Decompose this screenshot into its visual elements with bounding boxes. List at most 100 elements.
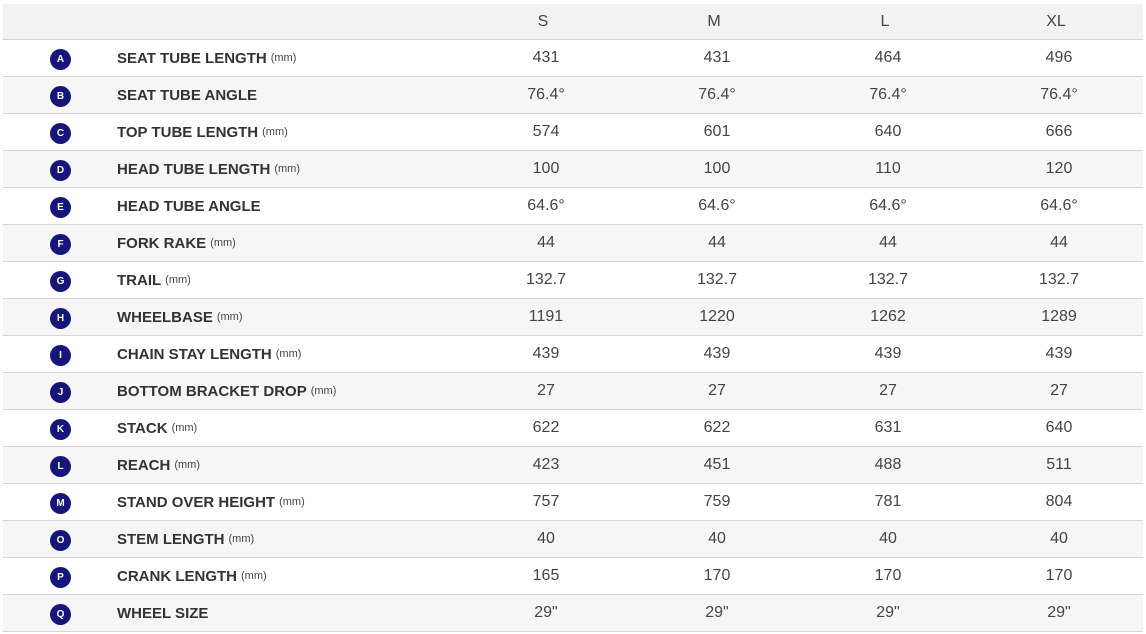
row-name-cell: STEM LENGTH (mm) [117, 521, 254, 557]
value: 165 [532, 567, 560, 584]
row-name: HEAD TUBE ANGLE [117, 197, 261, 215]
letter-badge: K [50, 419, 71, 440]
value: 76.4° [698, 86, 736, 103]
value-cell: 132.7 [657, 262, 777, 298]
value: 511 [1046, 456, 1072, 473]
value-cell: 488 [828, 447, 948, 483]
row-name: WHEEL SIZE [117, 604, 209, 622]
letter-badge: C [50, 123, 71, 144]
value-cell: 76.4° [999, 77, 1119, 113]
table-row: D HEAD TUBE LENGTH (mm) 100 100 110 120 [3, 151, 1143, 188]
row-letter: F [57, 239, 64, 250]
table-row: J BOTTOM BRACKET DROP (mm) 27 27 27 27 [3, 373, 1143, 410]
value: 40 [537, 530, 555, 547]
row-unit: (mm) [270, 52, 297, 64]
value: 44 [708, 234, 726, 251]
table-row: I CHAIN STAY LENGTH (mm) 439 439 439 439 [3, 336, 1143, 373]
value: 29" [876, 604, 900, 621]
value-cell: 165 [486, 558, 606, 594]
letter-badge: Q [50, 604, 71, 625]
row-name: STAND OVER HEIGHT [117, 493, 276, 511]
value-cell: 640 [999, 410, 1119, 446]
value: 76.4° [527, 86, 565, 103]
value: 40 [708, 530, 726, 547]
value: 132.7 [696, 271, 738, 288]
letter-badge: I [50, 345, 71, 366]
value: 29" [1047, 604, 1071, 621]
row-name-cell: TOP TUBE LENGTH (mm) [117, 114, 288, 150]
table-row: B SEAT TUBE ANGLE 76.4° 76.4° 76.4° 76.4° [3, 77, 1143, 114]
table-row: H WHEELBASE (mm) 1191 1220 1262 1289 [3, 299, 1143, 336]
value: 439 [1045, 345, 1073, 362]
value-cell: 40 [828, 521, 948, 557]
letter-badge: D [50, 160, 71, 181]
row-unit: (mm) [228, 533, 255, 545]
row-name-cell: STACK (mm) [117, 410, 197, 446]
value-cell: 44 [657, 225, 777, 261]
value: 132.7 [1038, 271, 1080, 288]
row-letter: L [57, 461, 64, 472]
value: 423 [532, 456, 560, 473]
table-row: K STACK (mm) 622 622 631 640 [3, 410, 1143, 447]
value: 170 [703, 567, 731, 584]
value: 27 [1050, 382, 1068, 399]
size-label: S [537, 12, 549, 30]
value-cell: 29" [657, 595, 777, 631]
value: 64.6° [1040, 197, 1078, 214]
value: 29" [534, 604, 558, 621]
row-letter: K [56, 424, 65, 435]
value-cell: 757 [486, 484, 606, 520]
row-name: REACH [117, 456, 171, 474]
row-name: STACK [117, 419, 168, 437]
value: 110 [875, 160, 901, 177]
row-name: SEAT TUBE LENGTH [117, 49, 267, 67]
letter-badge: G [50, 271, 71, 292]
row-name-cell: SEAT TUBE ANGLE [117, 77, 257, 113]
table-row: M STAND OVER HEIGHT (mm) 757 759 781 804 [3, 484, 1143, 521]
table-row: F FORK RAKE (mm) 44 44 44 44 [3, 225, 1143, 262]
value: 27 [879, 382, 897, 399]
value: 1262 [870, 308, 906, 325]
value: 622 [703, 419, 731, 436]
value: 439 [874, 345, 902, 362]
letter-badge: P [50, 567, 71, 588]
value-cell: 44 [486, 225, 606, 261]
value: 44 [537, 234, 555, 251]
value-cell: 423 [486, 447, 606, 483]
value: 170 [874, 567, 902, 584]
row-name-cell: BOTTOM BRACKET DROP (mm) [117, 373, 336, 409]
table-row: O STEM LENGTH (mm) 40 40 40 40 [3, 521, 1143, 558]
value: 781 [874, 493, 902, 510]
value-cell: 27 [828, 373, 948, 409]
row-letter: D [56, 165, 65, 176]
value-cell: 496 [999, 40, 1119, 76]
value-cell: 40 [486, 521, 606, 557]
row-name-cell: FORK RAKE (mm) [117, 225, 236, 261]
value-cell: 666 [999, 114, 1119, 150]
value: 804 [1045, 493, 1073, 510]
value-cell: 439 [486, 336, 606, 372]
value-cell: 601 [657, 114, 777, 150]
size-label: XL [1046, 12, 1066, 30]
table-row: P CRANK LENGTH (mm) 165 170 170 170 [3, 558, 1143, 595]
letter-badge: M [50, 493, 71, 514]
value-cell: 64.6° [657, 188, 777, 224]
value: 464 [874, 49, 902, 66]
table-row: C TOP TUBE LENGTH (mm) 574 601 640 666 [3, 114, 1143, 151]
value-cell: 64.6° [999, 188, 1119, 224]
value: 100 [532, 160, 560, 177]
value: 757 [532, 493, 560, 510]
value: 64.6° [698, 197, 736, 214]
value: 76.4° [869, 86, 907, 103]
row-name: HEAD TUBE LENGTH [117, 160, 271, 178]
row-name-cell: WHEEL SIZE [117, 595, 208, 631]
value: 1191 [528, 308, 564, 325]
header-row: S M L XL [3, 4, 1143, 40]
value: 496 [1045, 49, 1073, 66]
value: 132.7 [867, 271, 909, 288]
size-label: M [707, 12, 721, 30]
row-unit: (mm) [279, 496, 305, 508]
value: 27 [537, 382, 555, 399]
row-name-cell: WHEELBASE (mm) [117, 299, 243, 335]
